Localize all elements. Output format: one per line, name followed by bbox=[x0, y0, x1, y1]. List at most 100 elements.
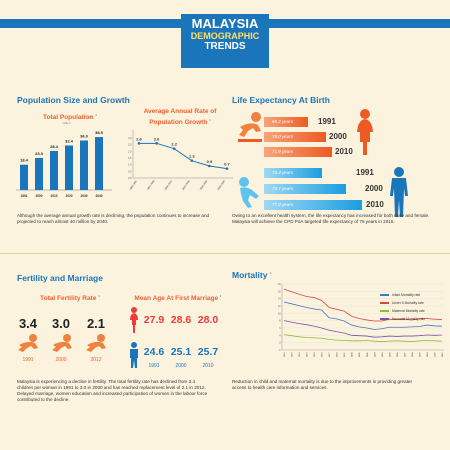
pop-tick-label: 2000 bbox=[35, 194, 42, 198]
male-icon bbox=[130, 342, 138, 368]
male-age-2000: 25.1 bbox=[170, 346, 192, 358]
female-age-2010: 28.0 bbox=[197, 314, 219, 326]
pop-tick-label: 2010 bbox=[50, 194, 57, 198]
growth-y-tick: 1.0 bbox=[128, 164, 132, 167]
mortality-x-tick: 1996 bbox=[322, 352, 324, 357]
growth-point bbox=[137, 142, 141, 145]
legend-label: Under 5 Mortality rate bbox=[392, 301, 424, 305]
mortality-x-tick: 2004 bbox=[382, 352, 384, 357]
mortality-y-tick: 2 bbox=[279, 343, 281, 345]
mortality-series-line bbox=[283, 334, 443, 342]
growth-y-tick: 1.5 bbox=[128, 157, 132, 160]
mortality-x-tick: 2006 bbox=[397, 352, 399, 357]
pop-data-label: 23.3 bbox=[35, 151, 44, 156]
growth-point bbox=[225, 167, 229, 170]
marriage-age-title: Mean Age At First Marriage 1 bbox=[134, 294, 222, 303]
growth-tick-label: 1991-2000 bbox=[146, 179, 155, 191]
mortality-y-tick: 16 bbox=[278, 291, 281, 293]
tfr-title: Total Fertility Rate 1 bbox=[40, 294, 100, 303]
pop-bar bbox=[20, 164, 28, 190]
pop-bar bbox=[50, 150, 58, 190]
baby-icon-2 bbox=[239, 177, 259, 208]
woman-icon bbox=[357, 109, 373, 155]
pop-bar bbox=[95, 137, 103, 190]
growth-y-tick: 3.0 bbox=[128, 137, 132, 140]
mortality-x-tick: 2007 bbox=[404, 352, 406, 357]
pop-tick-label: 1991 bbox=[20, 194, 27, 198]
legend-label: Neonatal Mortality rate bbox=[392, 317, 426, 321]
growth-tick-label: 1980-1991 bbox=[129, 179, 138, 191]
female-age-1991: 27.9 bbox=[143, 314, 165, 326]
mortality-x-tick: 2011 bbox=[434, 352, 436, 357]
male-life-year-2010: 2010 bbox=[366, 200, 384, 209]
total-population-chart: 18.4 1991 23.3 2000 28.4 2010 32.4 2020 36.0 2030… bbox=[16, 130, 112, 198]
growth-point bbox=[155, 142, 158, 145]
legend-label: Infant Mortality rate bbox=[392, 293, 421, 297]
mortality-series-line bbox=[283, 301, 443, 330]
male-age-2010: 25.7 bbox=[197, 346, 219, 358]
legend-swatch bbox=[380, 302, 389, 304]
female-life-year-1991: 1991 bbox=[318, 117, 336, 126]
pop-data-label: 28.4 bbox=[50, 144, 59, 149]
growth-y-tick: 0.5 bbox=[128, 170, 132, 173]
pop-tick-label: 2040 bbox=[95, 194, 102, 198]
female-life-bar-2000: 70.0 years bbox=[264, 132, 326, 142]
mortality-x-tick: 2009 bbox=[419, 352, 421, 357]
mortality-title: Mortality 1 bbox=[232, 270, 272, 280]
age-year-1991: 1991 bbox=[148, 363, 160, 369]
mortality-x-tick: 1995 bbox=[314, 352, 316, 357]
pop-data-label: 38.5 bbox=[95, 130, 104, 135]
tfr-year-2012: 2012 bbox=[90, 357, 102, 363]
mortality-y-tick: 10 bbox=[278, 313, 281, 315]
header-title: MALAYSIA bbox=[191, 16, 259, 31]
baby-icon-tfr-1 bbox=[18, 334, 38, 352]
growth-y-tick: 0.0 bbox=[128, 177, 132, 180]
legend-label: Maternal Mortality rate bbox=[392, 309, 425, 313]
mortality-x-tick: 2000 bbox=[352, 352, 354, 357]
mortality-legend: Infant Mortality rate Under 5 Mortality r… bbox=[380, 291, 425, 323]
mortality-x-tick: 2003 bbox=[374, 352, 376, 357]
mortality-x-tick: 1991 bbox=[284, 352, 286, 357]
mortality-x-tick: 2012 bbox=[442, 352, 444, 357]
baby-icon-tfr-3 bbox=[86, 334, 106, 352]
growth-data-label: 1.3 bbox=[189, 154, 195, 159]
header-subtitle-2: TRENDS bbox=[204, 41, 246, 52]
pop-tick-label: 2020 bbox=[65, 194, 72, 198]
life-paragraph: Owing to an excellent health system, the… bbox=[232, 213, 430, 224]
pop-data-label: 32.4 bbox=[65, 138, 74, 143]
baby-icon bbox=[238, 112, 262, 142]
mortality-series-line bbox=[283, 320, 443, 338]
mortality-x-tick: 2010 bbox=[427, 352, 429, 357]
growth-point bbox=[208, 164, 211, 168]
mortality-paragraph: Reduction in child and maternal mortalit… bbox=[232, 379, 413, 390]
growth-tick-label: 2020-2030 bbox=[199, 179, 208, 191]
growth-data-label: 0.7 bbox=[224, 162, 230, 167]
population-paragraph: Although the average annual growth rate … bbox=[17, 213, 210, 224]
tfr-value-2000: 3.0 bbox=[51, 316, 71, 331]
mortality-legend-item: Under 5 Mortality rate bbox=[380, 299, 425, 307]
growth-data-label: 2.6 bbox=[154, 136, 160, 141]
growth-y-tick: 2.5 bbox=[128, 144, 132, 147]
mortality-x-tick: 1992 bbox=[292, 352, 294, 357]
growth-point bbox=[190, 159, 194, 162]
mortality-x-tick: 1999 bbox=[344, 352, 346, 357]
mortality-y-tick: 18 bbox=[278, 284, 281, 286]
header-title-box: MALAYSIA DEMOGRAPHIC TRENDS bbox=[181, 14, 269, 68]
section-divider bbox=[0, 253, 450, 254]
female-life-year-2010: 2010 bbox=[335, 147, 353, 156]
mortality-x-tick: 1997 bbox=[329, 352, 331, 357]
tfr-year-2000: 2000 bbox=[55, 357, 67, 363]
pop-bar bbox=[80, 140, 88, 190]
growth-tick-label: 2010-2020 bbox=[182, 179, 191, 191]
header-subtitle: DEMOGRAPHIC bbox=[190, 31, 260, 41]
female-life-year-2000: 2000 bbox=[329, 132, 347, 141]
mortality-x-tick: 2008 bbox=[412, 352, 414, 357]
population-title: Population Size and Growth bbox=[17, 95, 130, 105]
legend-swatch bbox=[380, 318, 389, 320]
mortality-y-tick: 14 bbox=[278, 299, 281, 301]
age-year-2010: 2010 bbox=[202, 363, 214, 369]
mortality-y-tick: 8 bbox=[279, 321, 281, 323]
mortality-chart: 0 2 4 6 8 10 12 14 16 18 1991 1992 1993 1994 1995 1996 1… bbox=[278, 283, 444, 357]
pop-data-label: 36.0 bbox=[80, 134, 89, 139]
total-population-title: Total Population 1 bbox=[43, 113, 97, 122]
